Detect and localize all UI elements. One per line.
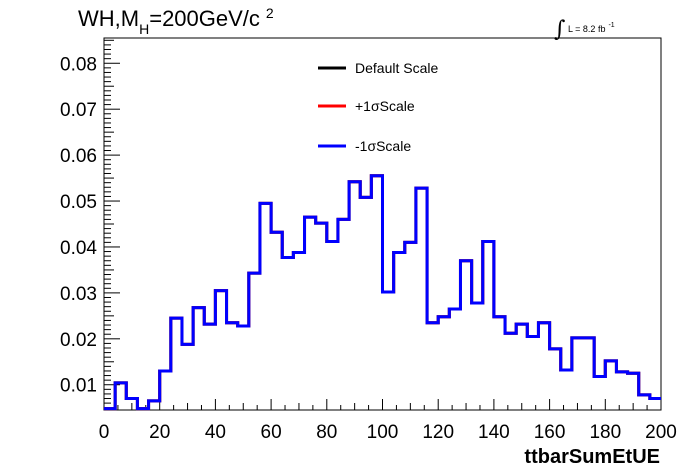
x-tick-label: 40 — [205, 422, 226, 443]
x-tick-label: 60 — [261, 422, 282, 443]
x-tick-label: 120 — [422, 422, 454, 443]
x-tick-label: 160 — [534, 422, 566, 443]
x-tick-label: 140 — [478, 422, 510, 443]
svg-text:WH,MH=200GeV/c2: WH,MH=200GeV/c 2 — [78, 5, 274, 37]
series-layer — [104, 174, 661, 411]
axes: 0 20 40 60 80 100 120 140 160 180 200 0.01 0.02 0.03 0… — [60, 39, 677, 443]
y-tick-label: 0.03 — [60, 284, 97, 305]
x-axis-label: ttbarSumEtUE — [524, 446, 660, 468]
x-tick-label: 180 — [589, 422, 621, 443]
x-tick-label: 80 — [316, 422, 337, 443]
integral-symbol: ∫ — [554, 17, 566, 42]
chart-title: WH,MH=200GeV/c 2 — [78, 5, 274, 37]
y-tick-label: 0.02 — [60, 330, 97, 351]
luminosity-superscript: -1 — [608, 22, 614, 29]
y-tick-label: 0.08 — [60, 54, 97, 75]
luminosity-label: ∫ L = 8.2 fb -1 — [554, 17, 615, 42]
y-tick-label: 0.04 — [60, 238, 97, 259]
x-tick-label: 20 — [149, 422, 170, 443]
title-subscript: H — [139, 21, 149, 37]
x-tick-label: 0 — [99, 422, 110, 443]
legend-label-minus-1-sigma: -1σScale — [355, 138, 411, 154]
y-tick-label: 0.05 — [60, 192, 97, 213]
legend: Default Scale +1σScale -1σScale — [318, 60, 438, 154]
title-superscript: 2 — [266, 5, 274, 21]
svg-text:L = 8.2 fb-1: L = 8.2 fb -1 — [568, 22, 615, 34]
legend-label-plus-1-sigma: +1σScale — [355, 98, 415, 114]
y-tick-label: 0.06 — [60, 146, 97, 167]
title-prefix: WH,M — [78, 6, 139, 31]
y-tick-label: 0.01 — [60, 376, 97, 397]
y-tick-label: 0.07 — [60, 100, 97, 121]
x-tick-label: 200 — [645, 422, 677, 443]
legend-label-default-scale: Default Scale — [355, 60, 438, 76]
luminosity-text: L = 8.2 fb — [568, 24, 605, 34]
x-tick-label: 100 — [367, 422, 399, 443]
title-value: =200GeV/c — [149, 6, 260, 31]
series-line-2 — [104, 174, 661, 411]
